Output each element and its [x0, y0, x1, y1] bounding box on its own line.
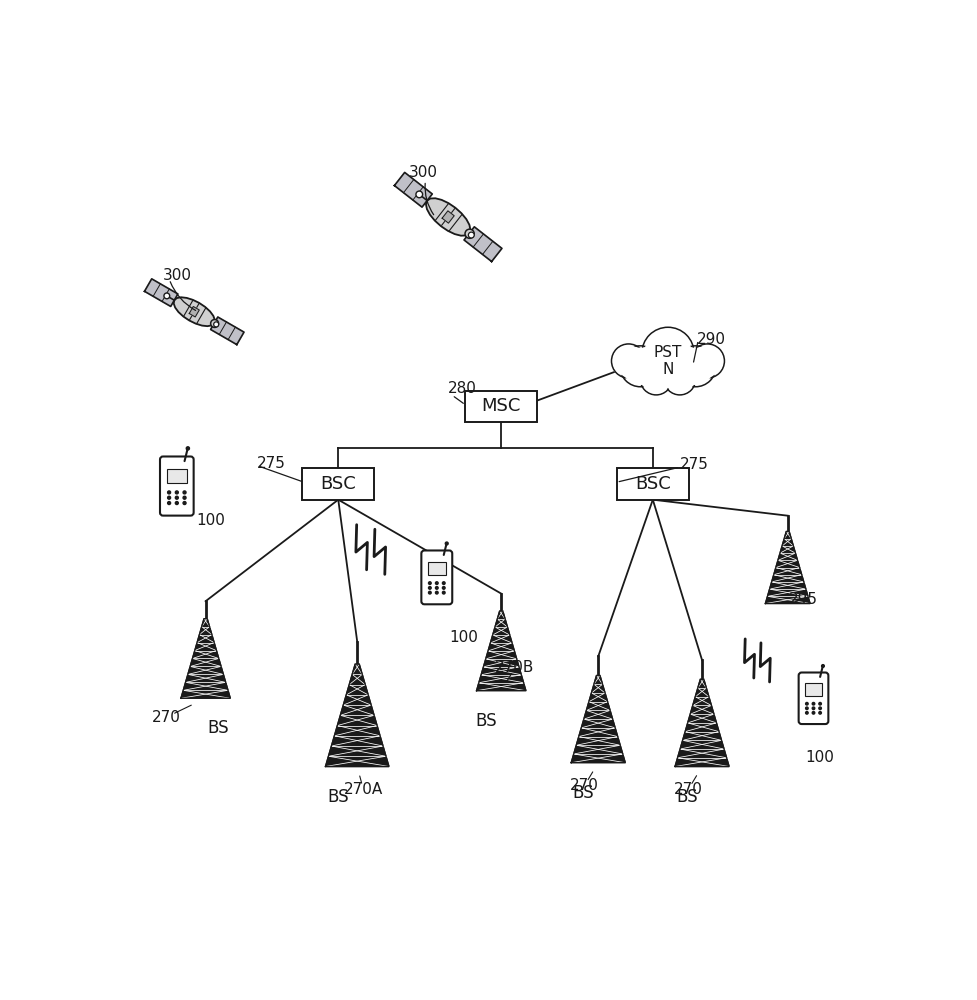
Text: BSC: BSC [320, 475, 356, 493]
Circle shape [805, 707, 807, 710]
Circle shape [435, 591, 438, 594]
Polygon shape [765, 532, 809, 604]
Circle shape [692, 346, 722, 376]
Circle shape [428, 587, 431, 589]
Text: 300: 300 [408, 165, 438, 180]
Text: 100: 100 [196, 513, 225, 528]
Bar [427, 562, 446, 575]
FancyBboxPatch shape [798, 673, 828, 724]
Circle shape [613, 346, 643, 376]
Circle shape [805, 702, 807, 705]
Text: MSC: MSC [481, 397, 521, 415]
Circle shape [210, 320, 218, 327]
Bar [302, 468, 374, 500]
Polygon shape [145, 279, 178, 306]
Text: BSC: BSC [634, 475, 670, 493]
Circle shape [183, 502, 186, 505]
Circle shape [464, 229, 474, 238]
Circle shape [641, 327, 694, 380]
Text: 270A: 270A [343, 782, 383, 797]
Text: BS: BS [207, 719, 229, 737]
Text: BS: BS [675, 788, 697, 806]
Circle shape [435, 582, 438, 584]
Text: 270: 270 [570, 778, 599, 793]
Circle shape [428, 591, 431, 594]
Circle shape [186, 447, 190, 450]
Text: BS: BS [475, 712, 496, 730]
Polygon shape [571, 676, 624, 763]
Text: 290: 290 [696, 332, 725, 347]
Circle shape [428, 582, 431, 584]
Circle shape [415, 191, 422, 198]
Circle shape [621, 348, 658, 384]
Text: 100: 100 [804, 750, 833, 765]
Circle shape [183, 491, 186, 494]
Circle shape [175, 496, 178, 499]
Bar [465, 391, 536, 422]
Polygon shape [181, 619, 230, 698]
Circle shape [811, 702, 814, 705]
Bar [167, 469, 187, 483]
Circle shape [818, 707, 821, 710]
Circle shape [818, 712, 821, 714]
Text: 275: 275 [679, 457, 708, 472]
Polygon shape [674, 679, 729, 766]
Circle shape [435, 587, 438, 589]
Circle shape [811, 707, 814, 710]
Polygon shape [174, 297, 215, 326]
Polygon shape [210, 317, 243, 345]
Circle shape [164, 293, 170, 299]
Circle shape [811, 712, 814, 714]
Circle shape [821, 665, 824, 667]
Text: BS: BS [572, 784, 593, 802]
Polygon shape [442, 211, 453, 223]
Circle shape [611, 344, 645, 378]
Text: 100: 100 [448, 630, 478, 645]
Polygon shape [325, 664, 389, 766]
Circle shape [442, 582, 445, 584]
Circle shape [175, 502, 178, 505]
Circle shape [640, 363, 671, 395]
Circle shape [213, 322, 219, 327]
Circle shape [175, 491, 178, 494]
FancyBboxPatch shape [421, 550, 451, 604]
Polygon shape [426, 198, 470, 236]
Bar [616, 468, 688, 500]
Text: 270: 270 [673, 782, 702, 797]
Circle shape [167, 496, 170, 499]
Text: 300: 300 [163, 268, 192, 283]
Bar [804, 683, 822, 696]
Text: 280: 280 [447, 381, 477, 396]
Circle shape [183, 496, 186, 499]
Text: BS: BS [327, 788, 349, 806]
Circle shape [442, 587, 445, 589]
Circle shape [619, 346, 660, 387]
Circle shape [445, 542, 447, 545]
Circle shape [167, 502, 170, 505]
Polygon shape [463, 227, 501, 262]
Circle shape [468, 232, 474, 238]
Circle shape [677, 348, 713, 384]
Text: PST
N: PST N [653, 345, 682, 377]
Text: 270B: 270B [494, 660, 534, 675]
Circle shape [644, 330, 691, 376]
Circle shape [690, 344, 724, 378]
Polygon shape [190, 307, 199, 317]
Circle shape [665, 365, 693, 393]
Text: 275: 275 [256, 456, 285, 471]
Polygon shape [394, 172, 432, 207]
Circle shape [818, 702, 821, 705]
Circle shape [442, 591, 445, 594]
Circle shape [167, 491, 170, 494]
Circle shape [805, 712, 807, 714]
Circle shape [642, 365, 669, 393]
Polygon shape [476, 611, 526, 691]
Text: 270: 270 [151, 710, 181, 725]
Circle shape [674, 346, 715, 387]
Circle shape [663, 363, 695, 395]
Text: 295: 295 [787, 592, 817, 607]
FancyBboxPatch shape [160, 456, 193, 516]
